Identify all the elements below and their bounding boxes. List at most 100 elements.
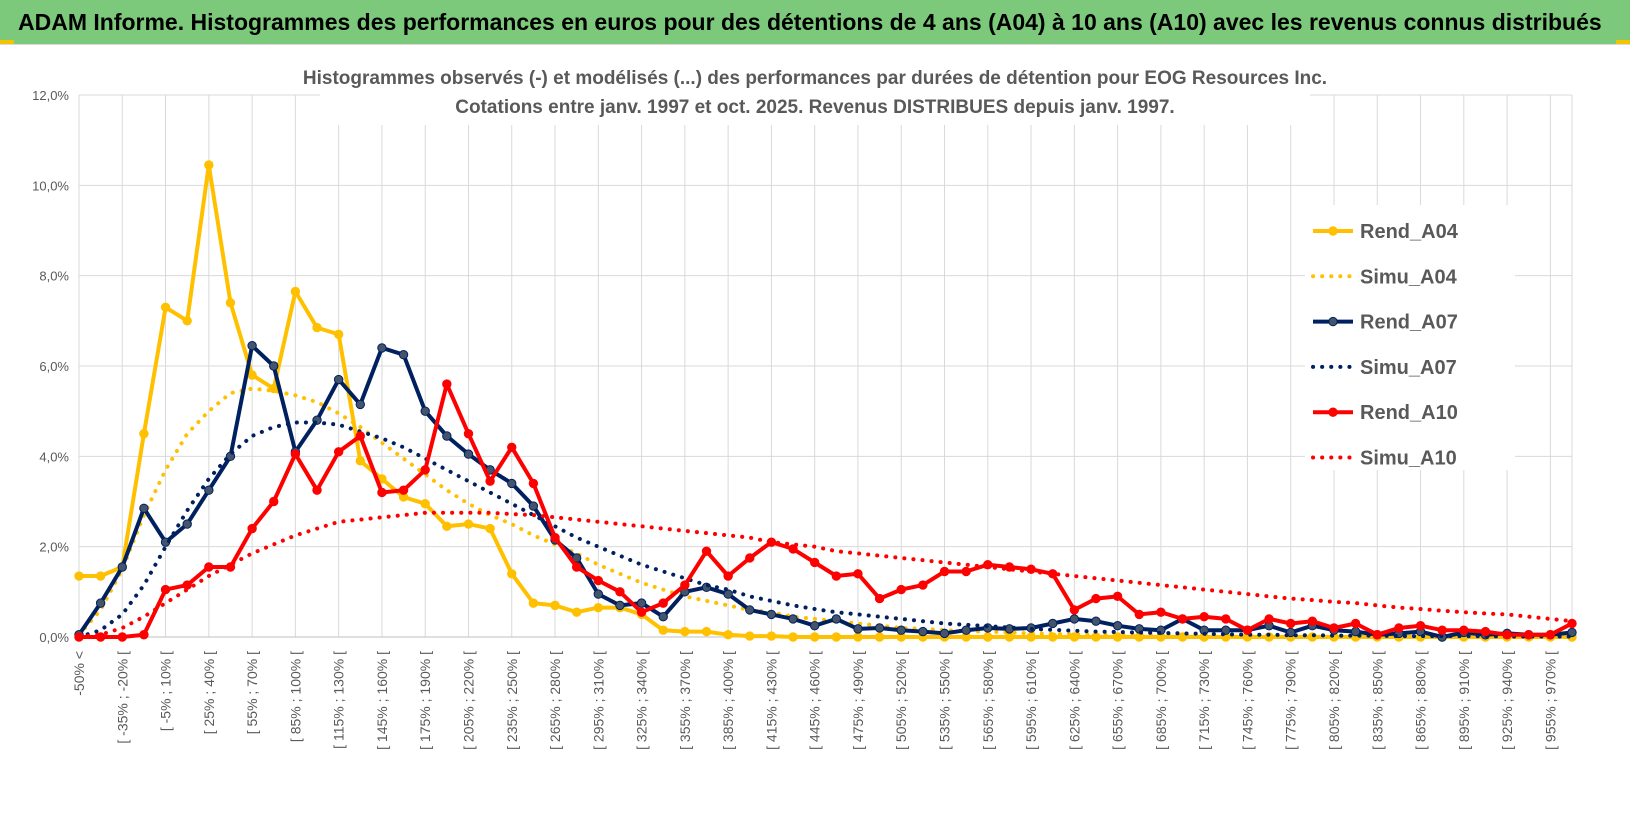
x-tick-label: [ 745% ; 760% [ [1239, 651, 1255, 750]
x-tick-label: [ 505% ; 520% [ [893, 651, 909, 750]
x-tick-label: [ 895% ; 910% [ [1456, 651, 1472, 750]
x-tick-label: [ 805% ; 820% [ [1326, 651, 1342, 750]
data-point-Rend_A07 [658, 611, 668, 622]
y-axis: 0,0% 2,0% 4,0% 6,0% 8,0% 10,0% 12,0% [32, 88, 69, 645]
y-tick-label: 12,0% [32, 88, 69, 103]
x-tick-label: [ 475% ; 490% [ [850, 651, 866, 750]
data-point-Rend_A04 [593, 602, 604, 613]
data-point-Rend_A07 [1221, 625, 1231, 635]
data-point-Rend_A04 [766, 631, 777, 641]
legend-marker-Rend_A10 [1328, 407, 1338, 417]
data-point-Rend_A07 [615, 600, 625, 611]
data-point-Rend_A07 [463, 449, 474, 459]
data-point-Rend_A07 [269, 361, 279, 371]
x-tick-label: [ 265% ; 280% [ [547, 651, 563, 750]
legend-item-Rend_A07: Rend_A07 [1313, 312, 1458, 334]
data-point-Rend_A10 [853, 569, 863, 579]
x-tick-label: [ 385% ; 400% [ [720, 651, 736, 750]
legend-label: Rend_A10 [1360, 402, 1458, 424]
series-line-Simu_A07 [77, 420, 1574, 639]
data-point-Rend_A07 [333, 374, 344, 385]
x-tick-label: [ 145% ; 160% [ [374, 651, 390, 750]
x-tick-label: [ 175% ; 190% [ [417, 651, 433, 750]
legend-item-Simu_A07: Simu_A07 [1311, 357, 1457, 379]
data-point-Rend_A10 [1221, 614, 1231, 624]
data-point-Rend_A04 [680, 626, 690, 637]
data-point-Rend_A10 [355, 431, 365, 441]
data-point-Rend_A07 [1047, 618, 1058, 629]
x-tick-label: [ 85% ; 100% [ [287, 651, 303, 742]
data-point-Rend_A04 [723, 630, 733, 640]
data-point-Rend_A10 [896, 584, 906, 595]
data-point-Rend_A10 [809, 557, 820, 568]
data-point-Rend_A10 [831, 571, 842, 581]
data-point-Rend_A07 [593, 589, 604, 599]
x-tick-label: [ 115% ; 130% [ [331, 651, 347, 749]
data-point-Rend_A10 [1134, 609, 1144, 620]
x-tick-label: [ 865% ; 880% [ [1413, 651, 1429, 750]
data-point-Rend_A07 [528, 501, 539, 511]
data-point-Rend_A04 [182, 316, 192, 326]
x-tick-label: [ 25% ; 40% [ [201, 651, 217, 734]
data-point-Rend_A04 [312, 322, 322, 333]
data-point-Rend_A10 [1502, 630, 1512, 640]
data-point-Rend_A10 [204, 562, 214, 572]
histogram-chart: 0,0% 2,0% 4,0% 6,0% 8,0% 10,0% 12,0% -50% < [ -… [32, 59, 1577, 750]
series-Simu_A07 [77, 420, 1574, 639]
series-line-Rend_A07 [77, 343, 1573, 639]
data-point-Rend_A10 [290, 449, 301, 459]
data-point-Rend_A04 [485, 523, 495, 534]
data-point-Rend_A07 [766, 609, 777, 620]
data-point-Rend_A10 [463, 429, 474, 439]
chart-title-group: Histogrammes observés (-) et modélisés (… [303, 59, 1327, 125]
data-point-Rend_A04 [831, 632, 842, 642]
data-point-Rend_A07 [117, 562, 127, 572]
x-axis: -50% < [ -35% ; -20% [[ -5% ; 10% [[ 25% … [71, 651, 1558, 750]
y-tick-label: 0,0% [39, 630, 69, 645]
data-point-Rend_A04 [355, 456, 365, 466]
legend-item-Rend_A10: Rend_A10 [1313, 402, 1458, 424]
data-point-Rend_A10 [1091, 593, 1101, 604]
series-Simu_A10 [77, 510, 1574, 639]
data-point-Rend_A10 [701, 546, 712, 556]
data-point-Rend_A10 [658, 598, 668, 608]
legend-marker-Rend_A04 [1328, 226, 1338, 236]
data-point-Rend_A04 [225, 298, 236, 308]
data-point-Rend_A10 [918, 580, 928, 590]
data-point-Rend_A07 [853, 624, 863, 634]
data-point-Rend_A10 [1069, 605, 1080, 615]
data-point-Rend_A10 [550, 532, 560, 543]
data-point-Rend_A07 [398, 350, 409, 360]
y-tick-label: 10,0% [32, 178, 69, 193]
data-point-Rend_A04 [701, 626, 712, 637]
data-point-Rend_A04 [550, 600, 560, 611]
data-point-Rend_A07 [139, 503, 149, 513]
data-point-Rend_A10 [1177, 614, 1188, 624]
title-backdrop [320, 59, 1310, 125]
x-tick-label: [ 685% ; 700% [ [1153, 651, 1169, 750]
data-point-Rend_A10 [961, 566, 971, 577]
chart-title: Histogrammes observés (-) et modélisés (… [303, 68, 1327, 89]
legend-item-Simu_A04: Simu_A04 [1311, 266, 1458, 288]
data-point-Rend_A10 [1545, 630, 1556, 640]
data-point-Rend_A07 [809, 621, 820, 631]
data-point-Rend_A04 [333, 329, 344, 340]
data-point-Rend_A04 [571, 607, 582, 617]
x-tick-label: [ -35% ; -20% [ [114, 651, 130, 744]
data-point-Rend_A07 [1112, 621, 1123, 631]
x-tick-label: [ 595% ; 610% [ [1023, 651, 1039, 750]
data-point-Rend_A10 [1156, 607, 1166, 617]
y-tick-label: 6,0% [39, 359, 69, 374]
data-point-Rend_A10 [1480, 626, 1491, 637]
data-point-Rend_A10 [398, 485, 409, 495]
data-point-Rend_A04 [745, 631, 755, 641]
y-tick-label: 2,0% [39, 540, 69, 555]
series-Rend_A10 [74, 379, 1577, 642]
data-point-Rend_A10 [117, 632, 127, 642]
data-point-Rend_A04 [160, 302, 171, 312]
data-point-Rend_A07 [204, 485, 214, 495]
series-line-Rend_A10 [79, 382, 1573, 639]
data-point-Rend_A07 [507, 478, 517, 489]
data-point-Rend_A10 [528, 478, 539, 489]
x-tick-label: [ 325% ; 340% [ [634, 651, 650, 750]
